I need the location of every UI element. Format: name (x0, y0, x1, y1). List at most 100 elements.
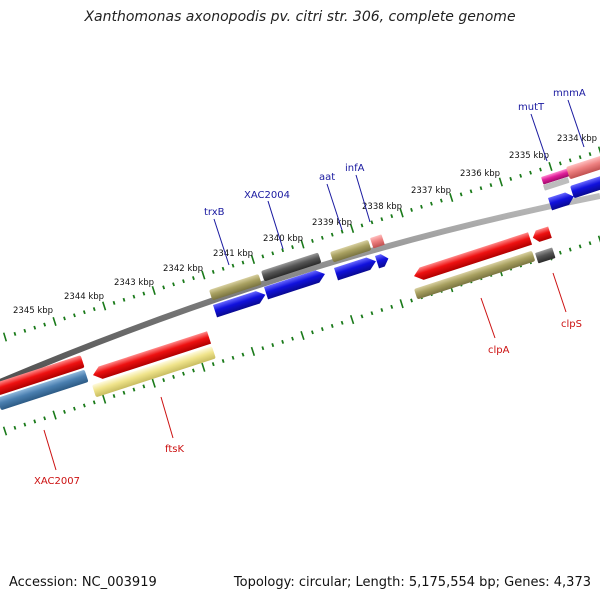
major-tick (2, 426, 8, 436)
gene-label-aat[interactable]: aat (319, 172, 335, 183)
minor-tick (330, 232, 334, 237)
label-leaders (43, 99, 585, 471)
gene-label-mnma[interactable]: mnmA (553, 88, 586, 99)
tick-label-2334: 2334 kbp (557, 134, 597, 144)
minor-tick (529, 170, 532, 175)
minor-tick (390, 214, 394, 219)
minor-tick (231, 263, 235, 268)
minor-tick (261, 346, 265, 351)
minor-tick (13, 331, 17, 336)
reverse-gene-labels: XAC2007 ftsK clpA clpS (34, 319, 582, 487)
gene-pale-ftsk (92, 346, 216, 397)
minor-tick (122, 390, 126, 395)
minor-tick (271, 251, 275, 256)
minor-tick (192, 276, 195, 281)
minor-tick (380, 217, 384, 222)
gene-red-ftsk-upper (93, 331, 212, 379)
minor-tick (182, 371, 185, 376)
minor-tick (221, 266, 225, 271)
accession-text: Accession: NC_003919 (9, 575, 157, 590)
minor-tick (221, 359, 225, 363)
tick-label-2344: 2344 kbp (64, 292, 104, 302)
minor-tick (63, 409, 66, 414)
gene-label-mutt[interactable]: mutT (518, 102, 545, 113)
minor-tick (142, 384, 146, 389)
minor-tick (568, 247, 572, 252)
gene-blue-trxb (213, 291, 266, 318)
minor-tick (162, 285, 166, 290)
gene-label-trxb[interactable]: trxB (204, 207, 225, 218)
minor-tick (63, 316, 66, 321)
gene-features (0, 153, 600, 410)
minor-tick (410, 207, 413, 212)
minor-tick (241, 352, 245, 357)
minor-tick (281, 339, 285, 344)
minor-tick (479, 186, 483, 191)
tick-label-2341: 2341 kbp (213, 249, 253, 259)
map-title: Xanthomonas axonopodis pv. citri str. 30… (84, 9, 516, 25)
major-tick (201, 362, 206, 372)
minor-tick (112, 394, 116, 398)
minor-tick (509, 176, 513, 181)
minor-tick (82, 403, 86, 408)
minor-tick (558, 250, 562, 255)
major-tick (250, 254, 256, 265)
major-tick (2, 332, 8, 342)
gene-label-xac2007[interactable]: XAC2007 (34, 476, 80, 487)
minor-tick (172, 282, 175, 287)
minor-tick (320, 327, 324, 332)
major-tick (52, 410, 57, 420)
minor-tick (380, 308, 384, 312)
tick-label-2340: 2340 kbp (263, 234, 303, 244)
gene-label-infa[interactable]: infA (345, 163, 365, 174)
major-tick (399, 299, 404, 309)
minor-tick (340, 320, 344, 325)
gene-olive-trxb (209, 274, 262, 300)
minor-tick (33, 419, 37, 424)
tick-label-2342: 2342 kbp (163, 264, 203, 274)
minor-tick (330, 323, 334, 328)
minor-tick (231, 355, 235, 360)
tick-label-2337: 2337 kbp (411, 186, 451, 196)
gene-label-clps[interactable]: clpS (561, 319, 582, 330)
minor-tick (539, 167, 542, 172)
gene-magenta-mutt (541, 168, 570, 185)
minor-tick (360, 314, 364, 319)
gene-label-clpa[interactable]: clpA (488, 345, 510, 356)
major-tick (548, 161, 553, 172)
minor-tick (489, 183, 493, 188)
major-tick (498, 177, 503, 187)
minor-tick (291, 336, 294, 341)
gene-label-ftsk[interactable]: ftsK (165, 444, 184, 455)
minor-tick (142, 291, 146, 296)
minor-tick (459, 192, 463, 197)
minor-tick (439, 198, 443, 203)
minor-tick (558, 161, 562, 166)
minor-tick (588, 241, 592, 246)
tick-row-top (2, 146, 600, 342)
tick-label-2343: 2343 kbp (114, 278, 154, 288)
minor-tick (241, 260, 245, 265)
minor-tick (588, 152, 592, 157)
gene-pink-mnma (566, 153, 600, 179)
major-tick (151, 378, 156, 388)
gene-label-xac2004[interactable]: XAC2004 (244, 190, 290, 201)
major-tick (102, 394, 107, 404)
tick-label-2335: 2335 kbp (509, 151, 549, 161)
minor-tick (370, 311, 374, 316)
tick-label-2338: 2338 kbp (362, 202, 402, 212)
minor-tick (82, 310, 86, 315)
major-tick (597, 146, 600, 154)
major-tick (201, 270, 206, 280)
minor-tick (390, 304, 394, 309)
minor-tick (578, 155, 582, 160)
minor-tick (211, 362, 215, 367)
tick-label-2339: 2339 kbp (312, 218, 352, 228)
genome-summary-text: Topology: circular; Length: 5,175,554 bp… (233, 575, 591, 590)
gene-gray-clps (535, 247, 556, 264)
minor-tick (271, 343, 275, 348)
minor-tick (340, 229, 344, 234)
minor-tick (132, 387, 136, 392)
gene-olive-aat (330, 240, 371, 262)
